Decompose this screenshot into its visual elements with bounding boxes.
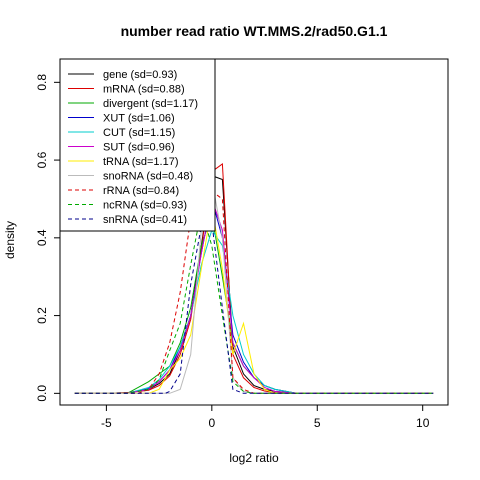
axes: -5 0 5 10 0.0 0.2 0.4 0.6 0.8 (35, 74, 430, 430)
legend-label: rRNA (sd=0.84) (103, 185, 179, 197)
legend-label: snRNA (sd=0.41) (103, 214, 187, 226)
legend: gene (sd=0.93) mRNA (sd=0.88) divergent (s… (59, 58, 216, 232)
legend-label: ncRNA (sd=0.93) (103, 200, 187, 212)
chart-title: number read ratio WT.MMS.2/rad50.G1.1 (121, 23, 388, 39)
y-tick-label: 0.8 (35, 74, 49, 91)
legend-label: tRNA (sd=1.17) (103, 156, 179, 168)
x-tick-label: 10 (416, 416, 430, 430)
legend-label: SUT (sd=0.96) (103, 142, 175, 154)
x-tick-label: -5 (101, 416, 112, 430)
y-tick-label: 0.2 (35, 307, 49, 324)
legend-label: XUT (sd=1.06) (103, 113, 175, 125)
legend-label: CUT (sd=1.15) (103, 127, 175, 139)
x-tick-label: 0 (208, 416, 215, 430)
y-tick-label: 0.6 (35, 151, 49, 168)
y-axis-label: density (3, 221, 17, 259)
y-tick-label: 0.0 (35, 385, 49, 402)
x-axis-label: log2 ratio (229, 451, 279, 465)
legend-label: snoRNA (sd=0.48) (103, 171, 193, 183)
legend-box (59, 58, 216, 232)
legend-label: gene (sd=0.93) (103, 69, 177, 81)
series-line (74, 221, 434, 394)
x-tick-label: 5 (314, 416, 321, 430)
legend-label: divergent (sd=1.17) (103, 98, 198, 110)
y-tick-label: 0.4 (35, 229, 49, 246)
legend-label: mRNA (sd=0.88) (103, 84, 185, 96)
